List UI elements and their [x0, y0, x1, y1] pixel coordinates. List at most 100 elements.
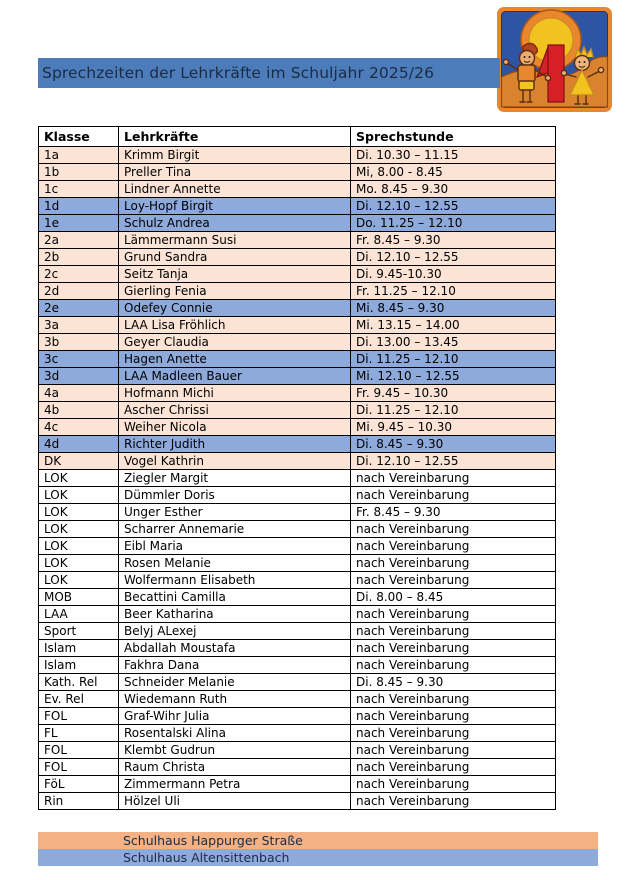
cell-sprechstunde: nach Vereinbarung [350, 775, 556, 793]
cell-klasse: MOB [38, 588, 119, 606]
table-row: LOK Wolfermann Elisabeth nach Vereinbaru… [38, 571, 556, 589]
cell-lehrkraft: Schulz Andrea [118, 214, 351, 232]
cell-klasse: LAA [38, 605, 119, 623]
cell-klasse: 1e [38, 214, 119, 232]
cell-sprechstunde: nach Vereinbarung [350, 690, 556, 708]
title-bar: Sprechzeiten der Lehrkräfte im Schuljahr… [38, 58, 500, 88]
cell-lehrkraft: Ascher Chrissi [118, 401, 351, 419]
table-row: FöL Zimmermann Petra nach Vereinbarung [38, 775, 556, 793]
cell-lehrkraft: Lindner Annette [118, 180, 351, 198]
cell-klasse: 1a [38, 146, 119, 164]
cell-klasse: Sport [38, 622, 119, 640]
cell-sprechstunde: Mi. 12.10 – 12.55 [350, 367, 556, 385]
table-row: 3a LAA Lisa Fröhlich Mi. 13.15 – 14.00 [38, 316, 556, 334]
table-row: 4a Hofmann Michi Fr. 9.45 – 10.30 [38, 384, 556, 402]
table-row: LOK Scharrer Annemarie nach Vereinbarung [38, 520, 556, 538]
cell-sprechstunde: nach Vereinbarung [350, 622, 556, 640]
table-row: DK Vogel Kathrin Di. 12.10 – 12.55 [38, 452, 556, 470]
cell-klasse: 1d [38, 197, 119, 215]
cell-sprechstunde: nach Vereinbarung [350, 605, 556, 623]
cell-lehrkraft: Weiher Nicola [118, 418, 351, 436]
cell-lehrkraft: Rosen Melanie [118, 554, 351, 572]
cell-sprechstunde: Di. 9.45-10.30 [350, 265, 556, 283]
legend-item-happurger: Schulhaus Happurger Straße [38, 832, 598, 849]
cell-sprechstunde: nach Vereinbarung [350, 656, 556, 674]
cell-klasse: LOK [38, 486, 119, 504]
schulhaus-legend: Schulhaus Happurger Straße Schulhaus Alt… [38, 832, 598, 866]
cell-klasse: 3d [38, 367, 119, 385]
table-row: 2d Gierling Fenia Fr. 11.25 – 12.10 [38, 282, 556, 300]
table-row: Islam Fakhra Dana nach Vereinbarung [38, 656, 556, 674]
cell-sprechstunde: Mi. 8.45 – 9.30 [350, 299, 556, 317]
cell-sprechstunde: nach Vereinbarung [350, 724, 556, 742]
table-row: 4b Ascher Chrissi Di. 11.25 – 12.10 [38, 401, 556, 419]
table-row: 1e Schulz Andrea Do. 11.25 – 12.10 [38, 214, 556, 232]
cell-sprechstunde: Do. 11.25 – 12.10 [350, 214, 556, 232]
column-header-klasse: Klasse [38, 126, 119, 147]
cell-sprechstunde: Di. 11.25 – 12.10 [350, 401, 556, 419]
cell-lehrkraft: Dümmler Doris [118, 486, 351, 504]
cell-sprechstunde: nach Vereinbarung [350, 469, 556, 487]
cell-lehrkraft: Grund Sandra [118, 248, 351, 266]
cell-klasse: DK [38, 452, 119, 470]
table-row: 1d Loy-Hopf Birgit Di. 12.10 – 12.55 [38, 197, 556, 215]
cell-lehrkraft: Wiedemann Ruth [118, 690, 351, 708]
table-row: 1b Preller Tina Mi, 8.00 - 8.45 [38, 163, 556, 181]
cell-sprechstunde: nach Vereinbarung [350, 571, 556, 589]
cell-lehrkraft: Rosentalski Alina [118, 724, 351, 742]
cell-sprechstunde: Fr. 8.45 – 9.30 [350, 231, 556, 249]
legend-item-altensittenbach: Schulhaus Altensittenbach [38, 849, 598, 866]
cell-sprechstunde: nach Vereinbarung [350, 792, 556, 810]
cell-sprechstunde: Di. 8.45 – 9.30 [350, 435, 556, 453]
legend-label: Schulhaus Altensittenbach [123, 850, 290, 865]
table-row: FOL Graf-Wihr Julia nach Vereinbarung [38, 707, 556, 725]
cell-klasse: LOK [38, 571, 119, 589]
cell-sprechstunde: Di. 13.00 – 13.45 [350, 333, 556, 351]
table-row: FOL Raum Christa nach Vereinbarung [38, 758, 556, 776]
cell-sprechstunde: Fr. 11.25 – 12.10 [350, 282, 556, 300]
table-row: LOK Unger Esther Fr. 8.45 – 9.30 [38, 503, 556, 521]
cell-klasse: 2d [38, 282, 119, 300]
cell-klasse: 2a [38, 231, 119, 249]
cell-lehrkraft: Hölzel Uli [118, 792, 351, 810]
cell-lehrkraft: Becattini Camilla [118, 588, 351, 606]
table-header-row: Klasse Lehrkräfte Sprechstunde [38, 126, 556, 147]
table-row: LOK Ziegler Margit nach Vereinbarung [38, 469, 556, 487]
cell-sprechstunde: nach Vereinbarung [350, 707, 556, 725]
cell-klasse: 4a [38, 384, 119, 402]
cell-lehrkraft: Hofmann Michi [118, 384, 351, 402]
cell-klasse: 3a [38, 316, 119, 334]
cell-klasse: FOL [38, 741, 119, 759]
table-row: 3c Hagen Anette Di. 11.25 – 12.10 [38, 350, 556, 368]
table-row: 2a Lämmermann Susi Fr. 8.45 – 9.30 [38, 231, 556, 249]
cell-sprechstunde: Fr. 9.45 – 10.30 [350, 384, 556, 402]
table-row: Sport Belyj ALexej nach Vereinbarung [38, 622, 556, 640]
table-row: 1c Lindner Annette Mo. 8.45 – 9.30 [38, 180, 556, 198]
cell-sprechstunde: Di. 8.00 – 8.45 [350, 588, 556, 606]
cell-sprechstunde: Mi, 8.00 - 8.45 [350, 163, 556, 181]
cell-lehrkraft: Vogel Kathrin [118, 452, 351, 470]
cell-lehrkraft: Wolfermann Elisabeth [118, 571, 351, 589]
cell-klasse: FöL [38, 775, 119, 793]
cell-klasse: FOL [38, 758, 119, 776]
sprechzeiten-table: Klasse Lehrkräfte Sprechstunde 1a Krimm … [38, 126, 556, 810]
cell-lehrkraft: LAA Lisa Fröhlich [118, 316, 351, 334]
cell-sprechstunde: Mo. 8.45 – 9.30 [350, 180, 556, 198]
cell-sprechstunde: nach Vereinbarung [350, 741, 556, 759]
cell-lehrkraft: Odefey Connie [118, 299, 351, 317]
cell-lehrkraft: Geyer Claudia [118, 333, 351, 351]
cell-lehrkraft: Richter Judith [118, 435, 351, 453]
cell-lehrkraft: Abdallah Moustafa [118, 639, 351, 657]
cell-lehrkraft: Ziegler Margit [118, 469, 351, 487]
table-row: 2c Seitz Tanja Di. 9.45-10.30 [38, 265, 556, 283]
cell-klasse: LOK [38, 554, 119, 572]
cell-sprechstunde: Di. 10.30 – 11.15 [350, 146, 556, 164]
cell-lehrkraft: Loy-Hopf Birgit [118, 197, 351, 215]
table-row: 3b Geyer Claudia Di. 13.00 – 13.45 [38, 333, 556, 351]
cell-sprechstunde: Di. 12.10 – 12.55 [350, 248, 556, 266]
cell-klasse: Rin [38, 792, 119, 810]
table-row: 3d LAA Madleen Bauer Mi. 12.10 – 12.55 [38, 367, 556, 385]
table-row: Kath. Rel Schneider Melanie Di. 8.45 – 9… [38, 673, 556, 691]
cell-sprechstunde: Di. 11.25 – 12.10 [350, 350, 556, 368]
